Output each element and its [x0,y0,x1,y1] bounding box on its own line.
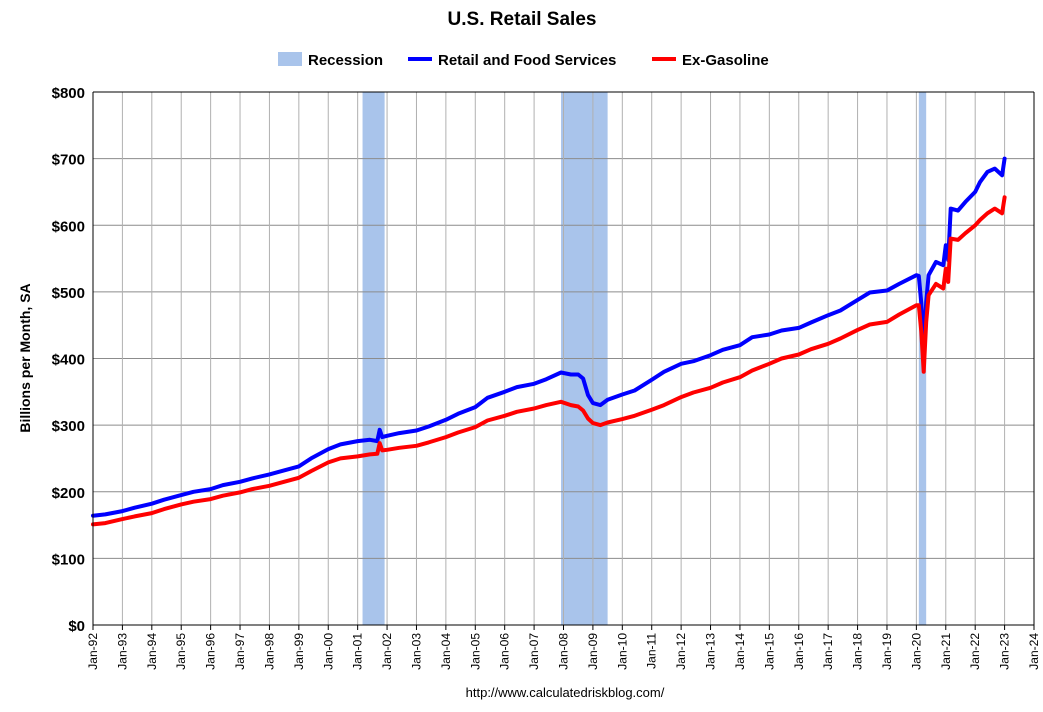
x-axis-ticks: Jan-92 Jan-93 Jan-94 Jan-95 Jan-96 Jan-97 Jan-… [86,625,1041,670]
grid-lines [92,91,1035,626]
x-tick-label: Jan-14 [733,633,747,670]
x-tick-label: Jan-00 [321,633,335,670]
y-tick-label: $700 [52,152,85,169]
y-tick-label: $200 [52,485,85,502]
y-tick-label: $400 [52,352,85,369]
x-tick-label: Jan-05 [468,633,482,670]
legend-label: Retail and Food Services [438,52,616,69]
x-tick-label: Jan-03 [409,633,423,670]
series-lines [91,156,1007,527]
x-tick-label: Jan-10 [615,633,629,670]
y-tick-label: $0 [68,618,85,635]
y-tick-label: $100 [52,551,85,568]
y-tick-label: $800 [52,85,85,102]
legend-swatch-recession [278,52,302,66]
x-tick-label: Jan-92 [86,633,100,670]
y-axis-label: Billions per Month, SA [17,283,33,432]
legend-label: Ex-Gasoline [682,52,769,69]
series-line-retail-and-food-services [91,156,1007,518]
source-url: http://www.calculatedriskblog.com/ [466,685,665,700]
x-tick-label: Jan-94 [145,633,159,670]
x-tick-label: Jan-02 [380,633,394,670]
x-tick-label: Jan-97 [233,633,247,670]
x-tick-label: Jan-04 [439,633,453,670]
x-tick-label: Jan-12 [674,633,688,670]
x-tick-label: Jan-99 [292,633,306,670]
legend-label: Recession [308,52,383,69]
x-tick-label: Jan-95 [174,633,188,670]
x-tick-label: Jan-20 [909,633,923,670]
x-tick-label: Jan-16 [792,633,806,670]
x-tick-label: Jan-23 [998,633,1012,670]
x-tick-label: Jan-19 [880,633,894,670]
x-tick-label: Jan-17 [821,633,835,670]
x-tick-label: Jan-96 [204,633,218,670]
y-tick-label: $500 [52,285,85,302]
x-tick-label: Jan-11 [645,633,659,669]
x-tick-label: Jan-18 [851,633,865,670]
x-tick-label: Jan-07 [527,633,541,670]
chart-title: U.S. Retail Sales [448,9,597,30]
x-tick-label: Jan-15 [762,633,776,670]
x-tick-label: Jan-22 [968,633,982,670]
x-tick-label: Jan-09 [586,633,600,670]
x-tick-label: Jan-93 [115,633,129,670]
x-tick-label: Jan-24 [1027,633,1041,670]
series-line-ex-gasoline [91,195,1007,527]
chart-legend: Recession Retail and Food Services Ex-Gaso… [278,52,769,69]
x-tick-label: Jan-08 [557,633,571,670]
x-tick-label: Jan-98 [262,633,276,670]
x-tick-label: Jan-06 [498,633,512,670]
x-tick-label: Jan-13 [704,633,718,670]
y-axis-ticks: $0 $100 $200 $300 $400 $500 $600 $700 $800 [52,85,85,635]
y-tick-label: $300 [52,418,85,435]
x-tick-label: Jan-01 [351,633,365,670]
x-tick-label: Jan-21 [939,633,953,670]
y-tick-label: $600 [52,218,85,235]
